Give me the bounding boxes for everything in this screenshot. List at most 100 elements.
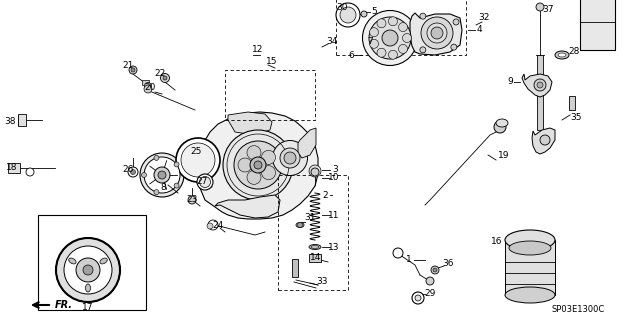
Bar <box>38 215 146 310</box>
Text: 37: 37 <box>542 5 554 14</box>
Ellipse shape <box>68 258 76 264</box>
Text: 31: 31 <box>304 213 316 222</box>
Circle shape <box>453 19 459 25</box>
Text: 8: 8 <box>160 183 166 192</box>
Ellipse shape <box>280 148 300 168</box>
Ellipse shape <box>238 158 252 172</box>
Ellipse shape <box>403 33 412 42</box>
Ellipse shape <box>144 157 180 193</box>
Text: 10: 10 <box>328 174 340 182</box>
Ellipse shape <box>388 50 397 59</box>
Text: 38: 38 <box>4 117 16 127</box>
Circle shape <box>141 173 147 177</box>
Ellipse shape <box>377 19 386 28</box>
Text: 17: 17 <box>83 302 93 311</box>
Polygon shape <box>215 195 280 218</box>
Circle shape <box>158 171 166 179</box>
Text: 34: 34 <box>326 38 338 47</box>
Ellipse shape <box>262 166 275 180</box>
Circle shape <box>420 13 426 19</box>
Circle shape <box>336 3 360 27</box>
Circle shape <box>415 295 421 301</box>
Ellipse shape <box>223 130 293 200</box>
Ellipse shape <box>421 17 453 49</box>
Bar <box>292 259 298 277</box>
Ellipse shape <box>505 287 555 303</box>
Polygon shape <box>298 128 316 158</box>
Circle shape <box>144 85 152 93</box>
Ellipse shape <box>362 11 417 65</box>
Circle shape <box>208 220 218 230</box>
Circle shape <box>154 189 159 195</box>
Text: 2: 2 <box>322 190 328 199</box>
Ellipse shape <box>200 176 211 188</box>
Text: 18: 18 <box>6 164 18 173</box>
Bar <box>505 240 555 295</box>
Circle shape <box>174 183 179 188</box>
Text: SP03E1300C: SP03E1300C <box>552 306 605 315</box>
Circle shape <box>154 155 159 160</box>
Circle shape <box>536 3 544 11</box>
Circle shape <box>284 152 296 164</box>
Circle shape <box>431 266 439 274</box>
Text: 19: 19 <box>499 151 509 160</box>
Text: 11: 11 <box>328 211 340 219</box>
Text: 1: 1 <box>406 256 412 264</box>
Circle shape <box>129 66 137 74</box>
Circle shape <box>298 222 303 227</box>
Bar <box>18 114 26 126</box>
Text: 30: 30 <box>336 3 348 11</box>
Ellipse shape <box>262 150 275 164</box>
Text: 24: 24 <box>212 220 223 229</box>
Bar <box>580 0 615 50</box>
Text: 16: 16 <box>492 238 503 247</box>
Text: 22: 22 <box>154 69 166 78</box>
Circle shape <box>131 68 135 72</box>
Text: 23: 23 <box>186 195 198 204</box>
Bar <box>142 80 149 85</box>
Circle shape <box>26 168 34 176</box>
Circle shape <box>254 161 262 169</box>
Circle shape <box>64 246 112 294</box>
Ellipse shape <box>234 141 282 189</box>
Circle shape <box>174 162 179 167</box>
Ellipse shape <box>197 174 213 190</box>
Ellipse shape <box>369 39 378 48</box>
Ellipse shape <box>247 170 261 184</box>
Text: 6: 6 <box>348 50 354 60</box>
Text: 9: 9 <box>507 78 513 86</box>
Circle shape <box>56 238 120 302</box>
Circle shape <box>154 167 170 183</box>
Bar <box>537 55 543 130</box>
Ellipse shape <box>86 284 90 292</box>
Ellipse shape <box>399 23 408 32</box>
Bar <box>569 96 575 110</box>
Circle shape <box>163 76 167 80</box>
Circle shape <box>128 167 138 177</box>
Text: 36: 36 <box>442 258 454 268</box>
Text: 7: 7 <box>367 38 373 47</box>
Ellipse shape <box>369 28 378 37</box>
Circle shape <box>451 44 457 50</box>
Text: 15: 15 <box>266 56 278 65</box>
Bar <box>309 254 321 262</box>
Ellipse shape <box>100 258 108 264</box>
Text: 25: 25 <box>190 147 202 157</box>
Ellipse shape <box>399 44 408 53</box>
Text: 5: 5 <box>371 8 377 17</box>
Text: 21: 21 <box>122 62 134 70</box>
Polygon shape <box>522 74 552 97</box>
Ellipse shape <box>427 23 447 43</box>
Text: 35: 35 <box>570 114 582 122</box>
Circle shape <box>340 7 356 23</box>
Circle shape <box>393 248 403 258</box>
Ellipse shape <box>496 119 508 127</box>
Circle shape <box>382 30 398 46</box>
Ellipse shape <box>296 222 304 227</box>
Bar <box>8 163 20 173</box>
Ellipse shape <box>558 53 566 57</box>
Circle shape <box>361 11 367 17</box>
Circle shape <box>433 268 437 272</box>
Text: 3: 3 <box>332 166 338 174</box>
Circle shape <box>534 79 546 91</box>
